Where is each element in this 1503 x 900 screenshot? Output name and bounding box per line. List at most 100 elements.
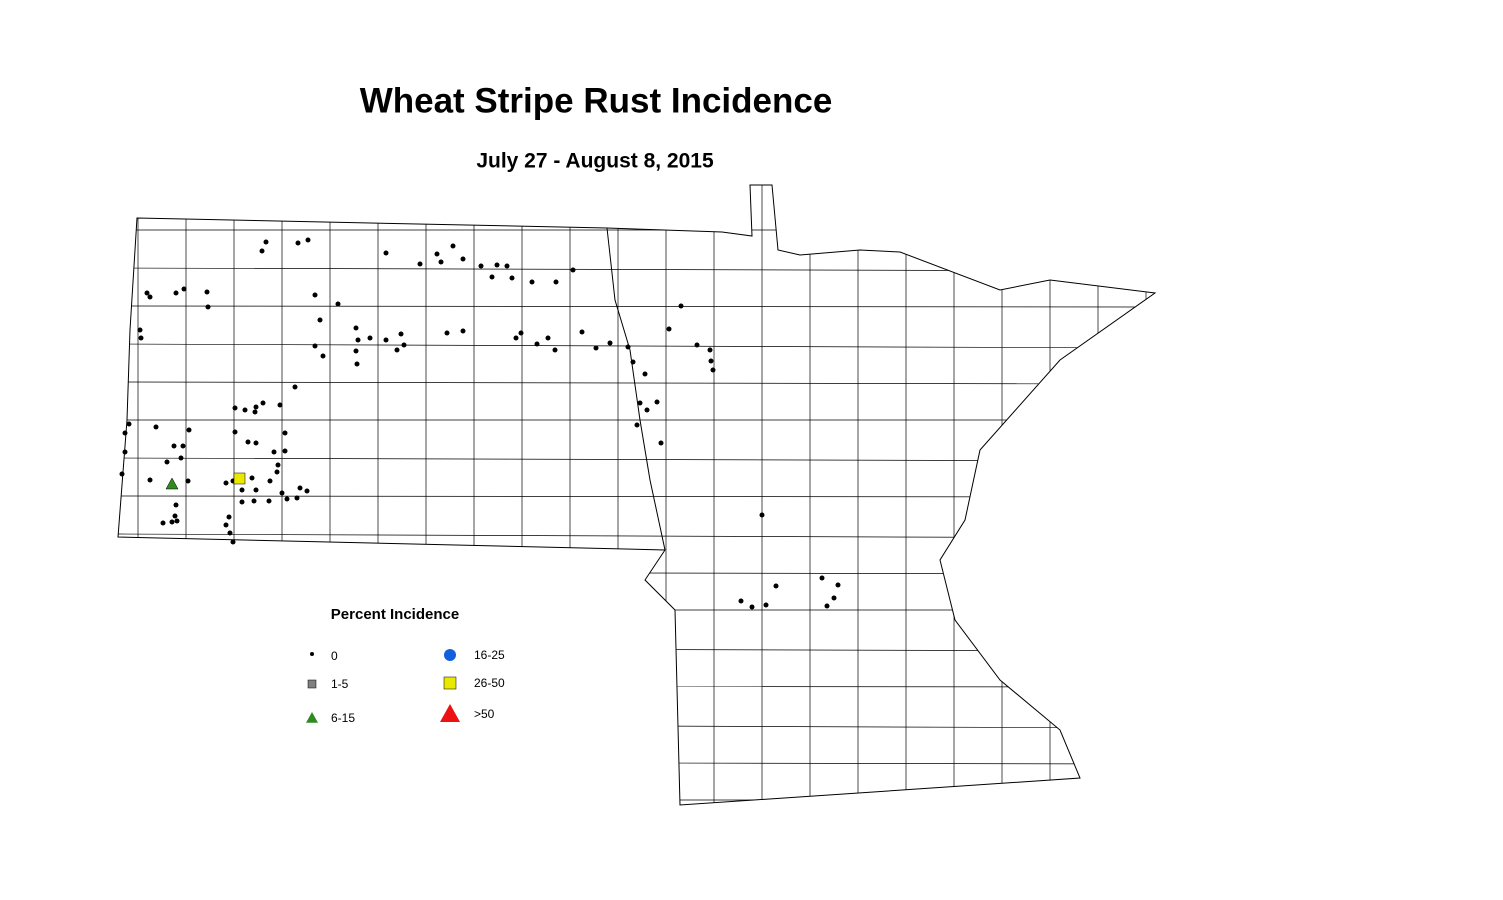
county-line xyxy=(118,267,1155,272)
site-dot xyxy=(529,279,535,285)
site-dot xyxy=(450,243,456,249)
site-dot xyxy=(707,347,713,353)
legend-symbol xyxy=(444,649,456,661)
site-dot xyxy=(297,485,303,491)
site-dot xyxy=(534,341,540,347)
site-dot xyxy=(267,478,273,484)
site-dot xyxy=(138,335,144,341)
site-triangle xyxy=(165,477,179,490)
site-dot xyxy=(147,294,153,300)
site-dot xyxy=(759,512,765,518)
site-dot xyxy=(226,514,232,520)
site-dot xyxy=(171,443,177,449)
county-line xyxy=(118,761,1155,765)
site-dot xyxy=(178,455,184,461)
state-border xyxy=(606,227,666,551)
subtitle: July 27 - August 8, 2015 xyxy=(476,150,714,173)
site-dot xyxy=(223,480,229,486)
site-dot xyxy=(253,440,259,446)
site-dot xyxy=(354,361,360,367)
site-dot xyxy=(819,575,825,581)
site-dot xyxy=(593,345,599,351)
site-dot xyxy=(335,301,341,307)
site-dot xyxy=(137,327,143,333)
site-dot xyxy=(763,602,769,608)
site-dot xyxy=(444,330,450,336)
site-dot xyxy=(773,583,779,589)
site-dot xyxy=(239,487,245,493)
site-dot xyxy=(251,498,257,504)
title: Wheat Stripe Rust Incidence xyxy=(360,81,833,120)
legend-title: Percent Incidence xyxy=(331,606,459,623)
site-dot xyxy=(394,347,400,353)
site-dot xyxy=(824,603,830,609)
site-dot xyxy=(173,502,179,508)
site-dot xyxy=(245,439,251,445)
legend-label: 1-5 xyxy=(331,677,349,691)
site-dot xyxy=(173,290,179,296)
site-dot xyxy=(275,462,281,468)
legend-symbol xyxy=(306,712,318,723)
site-dot xyxy=(232,429,238,435)
site-dot xyxy=(831,595,837,601)
site-dot xyxy=(398,331,404,337)
county-line xyxy=(118,723,1155,729)
site-dot xyxy=(232,405,238,411)
site-dot xyxy=(172,513,178,519)
legend-label: >50 xyxy=(474,707,495,721)
site-dot xyxy=(438,259,444,265)
site-dot xyxy=(122,430,128,436)
site-dot xyxy=(513,335,519,341)
site-dot xyxy=(642,371,648,377)
site-dot xyxy=(710,367,716,373)
site-dot xyxy=(249,475,255,481)
site-dot xyxy=(460,328,466,334)
site-dot xyxy=(353,325,359,331)
county-line xyxy=(118,457,1155,462)
site-dot xyxy=(252,409,258,415)
county-line xyxy=(118,647,1155,652)
county-line xyxy=(118,533,1155,539)
site-dot xyxy=(654,399,660,405)
county-lines xyxy=(118,185,1155,805)
site-dot xyxy=(160,520,166,526)
site-dot xyxy=(279,490,285,496)
county-line xyxy=(118,305,1155,308)
site-dot xyxy=(284,496,290,502)
site-dot xyxy=(259,248,265,254)
county-line xyxy=(118,685,1155,688)
site-dot xyxy=(570,267,576,273)
legend-label: 26-50 xyxy=(474,676,505,690)
site-dot xyxy=(579,329,585,335)
site-dot xyxy=(144,290,150,296)
site-dot xyxy=(239,499,245,505)
site-dot xyxy=(282,430,288,436)
site-dot xyxy=(417,261,423,267)
legend-symbol xyxy=(307,679,317,689)
site-dot xyxy=(271,449,277,455)
site-dot xyxy=(227,530,233,536)
site-dot xyxy=(242,407,248,413)
site-dot xyxy=(292,384,298,390)
site-dot xyxy=(304,488,310,494)
site-dot xyxy=(545,335,551,341)
site-dot xyxy=(401,342,407,348)
site-dot xyxy=(174,518,180,524)
site-dot xyxy=(630,359,636,365)
site-dot xyxy=(266,498,272,504)
site-dot xyxy=(518,330,524,336)
site-dot xyxy=(204,289,210,295)
site-dot xyxy=(164,459,170,465)
site-dot xyxy=(253,404,259,410)
site-dot xyxy=(169,519,175,525)
site-dot xyxy=(147,477,153,483)
legend: 0 1-5 6-15 16-25 26-50 >50 xyxy=(306,648,505,725)
site-dot xyxy=(274,469,280,475)
site-dot xyxy=(253,487,259,493)
site-dot xyxy=(509,275,515,281)
site-dot xyxy=(694,342,700,348)
site-dot xyxy=(180,443,186,449)
survey-sites xyxy=(119,237,841,610)
legend-symbol xyxy=(440,704,460,722)
site-dot xyxy=(489,274,495,280)
